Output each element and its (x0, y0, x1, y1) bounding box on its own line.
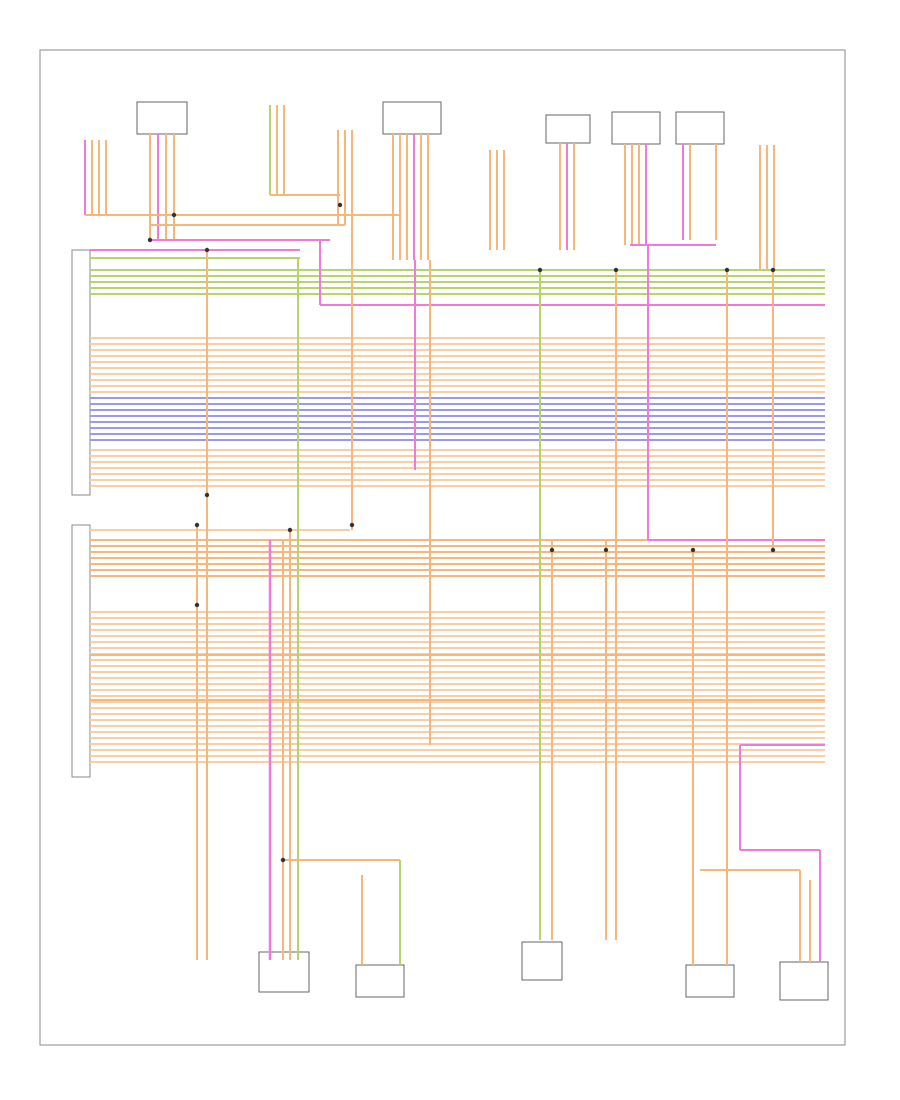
junction (337, 202, 343, 208)
junction (171, 212, 177, 218)
junction (549, 547, 555, 553)
junction (194, 602, 200, 608)
component (675, 111, 725, 145)
junction (770, 267, 776, 273)
component (611, 111, 661, 145)
connector-block (71, 524, 91, 778)
junction (690, 547, 696, 553)
component (355, 964, 405, 998)
junction (204, 492, 210, 498)
component (521, 941, 563, 981)
component (136, 101, 188, 135)
junction (204, 247, 210, 253)
junction (770, 547, 776, 553)
junction (280, 857, 286, 863)
component (545, 114, 591, 144)
connector-block (71, 249, 91, 496)
component (685, 964, 735, 998)
junction (537, 267, 543, 273)
junction (613, 267, 619, 273)
component (779, 961, 829, 1001)
junction (147, 237, 153, 243)
junction (349, 522, 355, 528)
junction (287, 527, 293, 533)
junction (603, 547, 609, 553)
junction (194, 522, 200, 528)
junction (724, 267, 730, 273)
component (382, 101, 442, 135)
frame (39, 49, 846, 1046)
